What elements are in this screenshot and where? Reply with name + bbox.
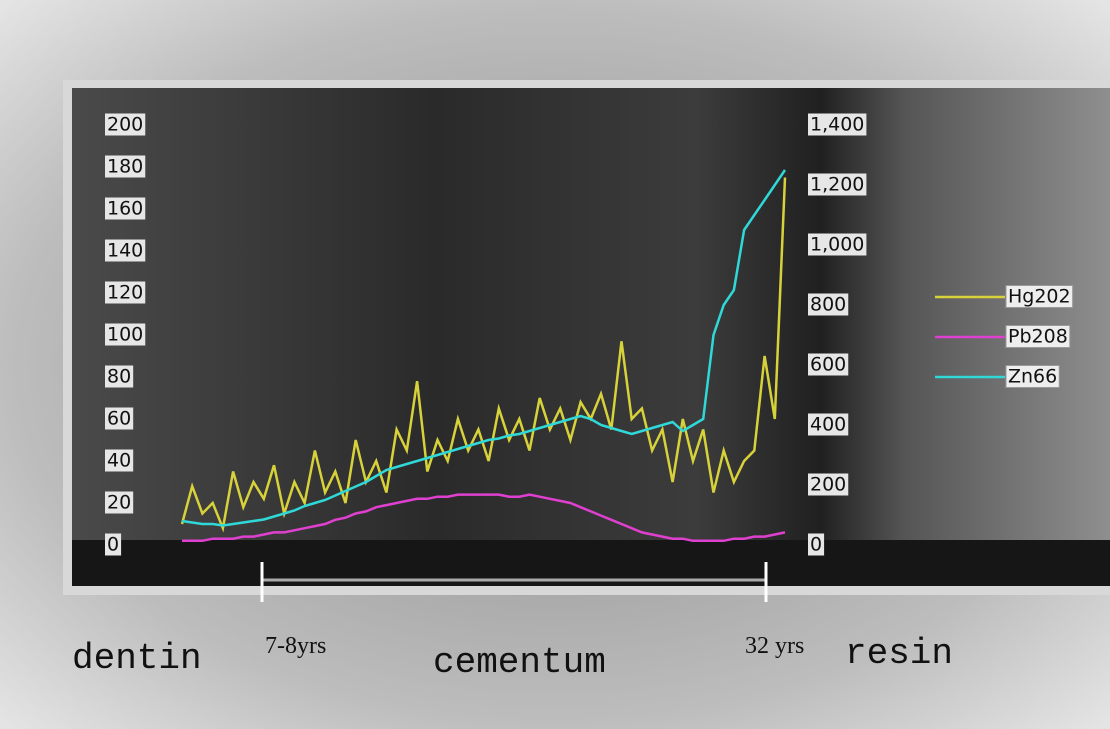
label-start-age: 7-8yrs: [265, 633, 326, 659]
y2-tick-label: 1,000: [810, 234, 864, 256]
y2-tick-label: 1,400: [810, 114, 864, 136]
y-tick-label: 180: [107, 156, 143, 178]
y2-tick-label: 400: [810, 414, 846, 436]
y-tick-label: 200: [107, 114, 143, 136]
y-tick-label: 160: [107, 198, 143, 220]
y-tick-label: 60: [107, 408, 131, 430]
y-tick-label: 20: [107, 492, 131, 514]
y2-tick-label: 200: [810, 474, 846, 496]
y-tick-label: 80: [107, 366, 131, 388]
label-resin: resin: [845, 633, 953, 674]
y-tick-label: 120: [107, 282, 143, 304]
y2-tick-label: 600: [810, 354, 846, 376]
label-end-age: 32 yrs: [745, 633, 804, 659]
legend-label: Hg202: [1008, 286, 1071, 308]
y2-tick-label: 1,200: [810, 174, 864, 196]
y-tick-label: 100: [107, 324, 143, 346]
legend-label: Pb208: [1008, 326, 1068, 348]
y2-tick-label: 800: [810, 294, 846, 316]
y-tick-label: 140: [107, 240, 143, 262]
chart: dentin 7-8yrs cementum 32 yrs resin 0 20 4…: [0, 0, 1110, 729]
y-tick-label: 0: [107, 534, 119, 556]
label-dentin: dentin: [72, 638, 202, 679]
legend-label: Zn66: [1008, 366, 1057, 388]
y-tick-label: 40: [107, 450, 131, 472]
label-cementum: cementum: [433, 642, 606, 683]
y2-tick-label: 0: [810, 534, 822, 556]
